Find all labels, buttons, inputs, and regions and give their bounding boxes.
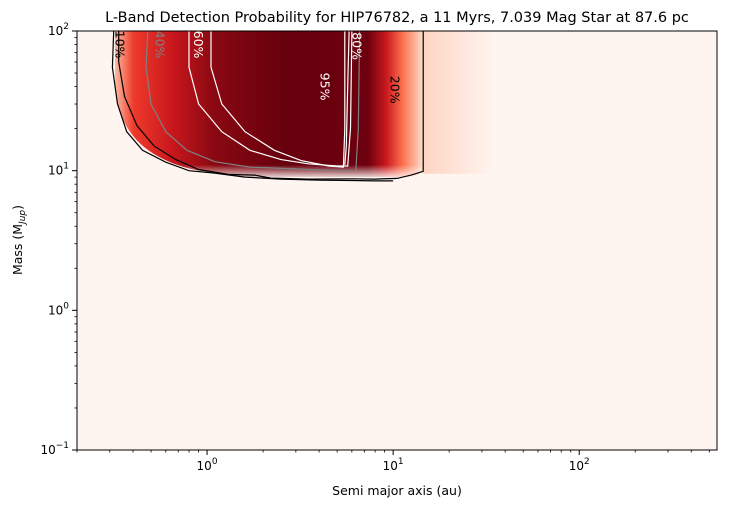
y-tick-label-3: 102 (48, 22, 69, 38)
heatmap-tail (421, 31, 495, 174)
heatmap-edge-fade (114, 164, 424, 178)
y-tick-label-2: 101 (48, 162, 69, 178)
contour-line-4 (344, 31, 350, 165)
contour-line-1 (118, 31, 424, 180)
x-axis-label: Semi major axis (au) (332, 483, 462, 498)
contour-label-5: 95% (317, 73, 332, 101)
x-tick-label-0: 100 (197, 457, 218, 473)
y-tick-label-0: 10−1 (40, 441, 69, 457)
plot-frame (76, 30, 718, 451)
heatmap (114, 31, 495, 178)
y-axis-label: Mass (MJup) (10, 205, 28, 275)
contour-line-3 (188, 31, 353, 167)
contour-label-2: 40% (153, 31, 168, 59)
contour-label-1: 20% (387, 76, 402, 104)
y-axis: 10−1 100 101 102 (40, 22, 77, 457)
contour-label-0: 10% (112, 31, 127, 59)
y-axis-label-main: Mass (M (10, 224, 25, 275)
contour-labels: 10% 20% 40% 60% 80% 95% (112, 31, 402, 104)
contour-label-3: 60% (191, 31, 206, 59)
chart-title: L-Band Detection Probability for HIP7678… (105, 10, 689, 26)
contour-line-5 (210, 31, 346, 168)
x-tick-label-1: 101 (383, 457, 404, 473)
contour-lines (111, 31, 424, 182)
contour-line-2 (145, 31, 361, 172)
x-axis: 100 101 102 (76, 450, 710, 473)
contour-label-4: 80% (350, 32, 365, 60)
x-tick-label-2: 102 (569, 457, 590, 473)
y-axis-label-tail: ) (10, 205, 25, 210)
y-axis-label-sub: Jup (18, 210, 28, 226)
y-tick-label-1: 100 (48, 301, 69, 317)
contour-line-0 (111, 31, 394, 182)
